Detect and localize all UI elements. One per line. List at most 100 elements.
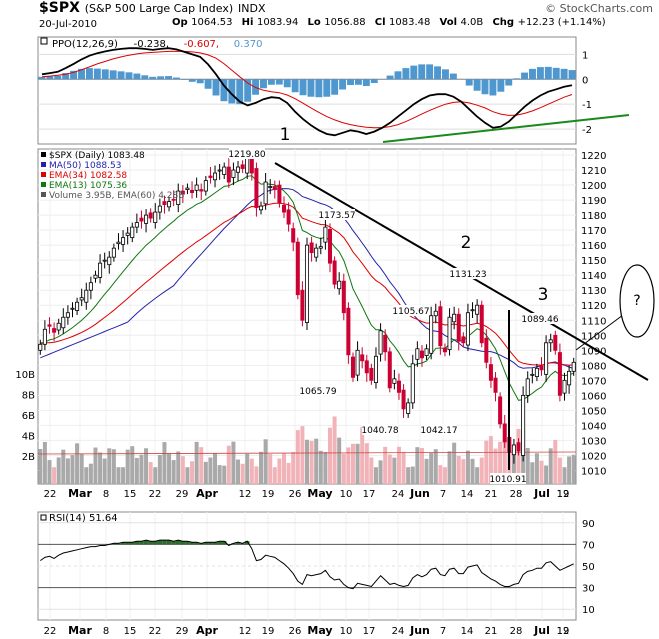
candle-body [318, 246, 323, 249]
volume-bar [277, 458, 282, 484]
volume-bar [392, 457, 397, 484]
candle-body [70, 307, 75, 310]
price-callout-bg [450, 268, 486, 279]
rsi-tick-label: 10 [582, 605, 595, 616]
rsi-panel: 90 70 50 30 10 RSI(14) 51.64 [38, 513, 595, 616]
chart-header: $SPX (S&P 500 Large Cap Index) INDX © St… [0, 0, 659, 36]
x-axis-label: Jul [533, 487, 550, 500]
candle-body [360, 354, 365, 362]
candle-body [392, 378, 397, 384]
volume-bar [180, 456, 185, 484]
ppo-histogram-bar [386, 75, 394, 80]
ppo-legend-item: -0.607, [184, 39, 219, 50]
volume-bar [493, 448, 498, 484]
ppo-histogram-bar [560, 68, 568, 80]
ppo-histogram-bar [283, 79, 291, 88]
quote-hi: Hi 1083.94 [241, 17, 302, 28]
x-axis-label: 17 [363, 489, 376, 500]
ppo-histogram-bar [449, 73, 457, 80]
candle-body [396, 380, 401, 393]
volume-ema-line [37, 451, 577, 455]
candle-body [171, 198, 176, 201]
volume-bar [111, 449, 116, 484]
price-callout-label: 1105.67 [392, 307, 429, 317]
rsi-tick-label: 30 [582, 584, 595, 595]
volume-bar [93, 447, 98, 484]
ppo-legend-item: 0.370 [234, 39, 263, 50]
price-callout-label: 1219.80 [228, 150, 265, 160]
volume-bar [300, 426, 305, 484]
candle-body [268, 186, 273, 188]
candle-body [488, 364, 493, 381]
ppo-histogram-bar [299, 79, 307, 96]
candle-body [185, 187, 190, 190]
price-tick-label: 1070 [581, 376, 606, 387]
candle-body [304, 244, 310, 323]
candle-body [281, 204, 287, 213]
price-legend-marker [41, 162, 46, 167]
candle-body [84, 289, 89, 303]
candle-body [479, 304, 484, 344]
x-axis-label: 21 [485, 626, 498, 637]
candle-body [61, 316, 66, 329]
candle-body [387, 351, 392, 389]
ppo-histogram-bar [513, 78, 521, 80]
volume-bar [387, 454, 392, 484]
candle-body [259, 205, 264, 211]
volume-bar [222, 465, 227, 484]
wave-label-3: 3 [538, 285, 549, 305]
ppo-histogram-bar [291, 79, 299, 93]
price-legend-item: MA(50) 1088.53 [49, 161, 121, 171]
price-legend-item: EMA(34) 1082.58 [49, 171, 127, 181]
volume-bar [401, 451, 406, 484]
price-panel: 1220 1210 1200 1190 1180 1170 1160 1150 1140 1130… [15, 149, 606, 484]
x-axes: 22 Mar 8 15 22 29 Apr 12 19 26 May 10 17 24 Jun 7 14 21 28… [44, 487, 570, 637]
volume-bar [373, 467, 378, 484]
ppo-histogram-bar [196, 79, 204, 84]
symbol: $SPX [39, 0, 80, 16]
ppo-histogram-bar [149, 76, 157, 80]
volume-bar [171, 460, 176, 484]
volume-tick-label: 10B [15, 370, 35, 381]
volume-bar [245, 453, 250, 484]
volume-bar [153, 467, 158, 484]
price-legend-marker [41, 172, 46, 177]
candle-body [65, 312, 70, 318]
volume-bar [263, 439, 268, 484]
price-tick-label: 1050 [581, 406, 606, 417]
price-tick-label: 1010 [581, 466, 606, 477]
volume-bar [429, 452, 434, 484]
price-tick-label: 1130 [581, 286, 606, 297]
quote-lo: Lo 1056.88 [307, 17, 369, 28]
candle-body [419, 350, 424, 359]
candle-body [79, 297, 84, 301]
ppo-legend-marker [40, 37, 48, 45]
x-axis-label: 22 [149, 626, 162, 637]
x-axis-label: 24 [392, 489, 405, 500]
volume-bar [419, 448, 424, 484]
x-axis-label: 14 [461, 489, 474, 500]
volume-tick-label: 4B [22, 432, 35, 443]
volume-bar [553, 439, 558, 484]
volume-bar [286, 462, 291, 484]
price-callout-bg [300, 385, 336, 396]
quote-bar: Op 1064.53 Hi 1083.94 Lo 1056.88 Cl 1083… [172, 17, 612, 28]
ppo-histogram-bar [165, 76, 172, 80]
symbol-title: $SPX (S&P 500 Large Cap Index) INDX [39, 0, 266, 16]
ppo-histogram-bar [529, 68, 536, 80]
candle-body [521, 394, 526, 456]
ppo-histogram-bar [173, 77, 180, 80]
price-legend-item: EMA(13) 1075.36 [49, 181, 127, 191]
volume-bar [475, 467, 480, 484]
volume-bar [410, 466, 415, 484]
candle-body [222, 166, 227, 175]
volume-bar [254, 466, 259, 484]
price-tick-label: 1210 [581, 166, 606, 177]
candle-body [213, 172, 218, 181]
volume-bar [282, 453, 287, 484]
candle-body [337, 280, 342, 290]
candle-body [553, 334, 558, 351]
quote-vol: Vol 4.0B [439, 17, 487, 28]
candle-body [217, 169, 222, 172]
